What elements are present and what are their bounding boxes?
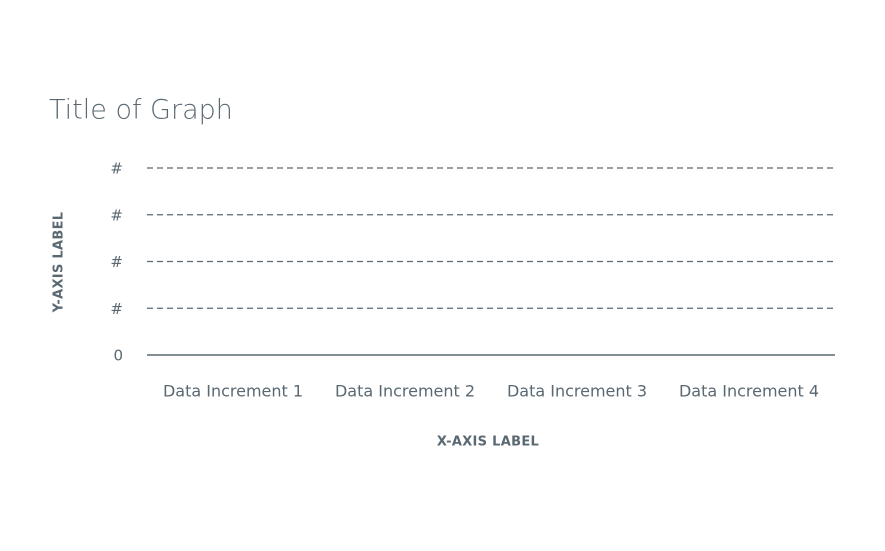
x-tick-label: Data Increment 3 — [507, 382, 647, 401]
y-axis-label: Y-AXIS LABEL — [52, 212, 67, 314]
y-tick-label: # — [110, 160, 123, 178]
y-tick-label: # — [110, 206, 123, 224]
x-axis-label: X-AXIS LABEL — [437, 435, 539, 450]
chart-title: Title of Graph — [49, 95, 233, 126]
x-tick-label: Data Increment 4 — [679, 382, 819, 401]
x-tick-label: Data Increment 2 — [335, 382, 475, 401]
x-tick-label: Data Increment 1 — [163, 382, 303, 401]
y-tick-label: # — [110, 253, 123, 271]
y-tick-label: 0 — [113, 347, 123, 365]
y-tick-label: # — [110, 300, 123, 318]
